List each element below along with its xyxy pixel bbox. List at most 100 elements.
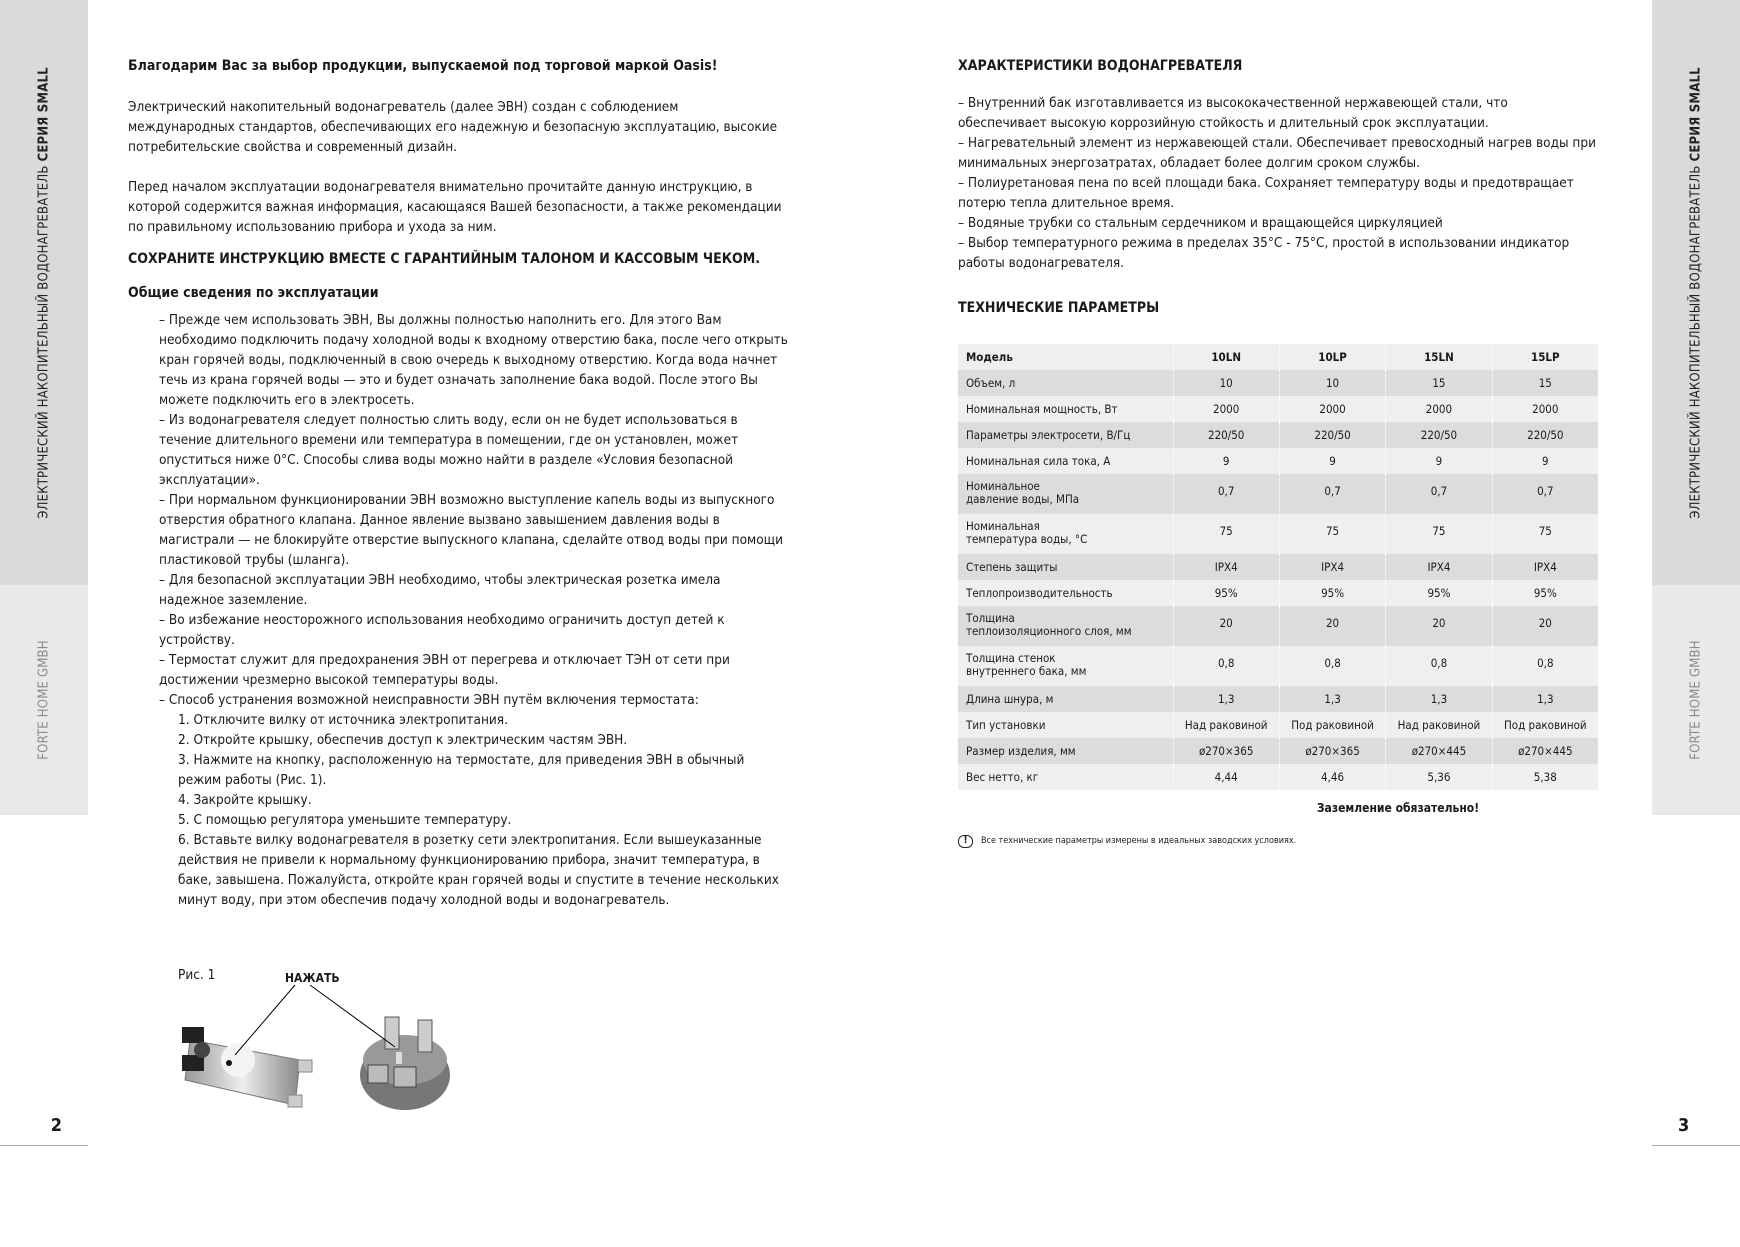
step-item: 5. С помощью регулятора уменьшите темпер… — [178, 812, 512, 828]
table-cell: 95% — [1385, 580, 1493, 606]
table-cell: 20 — [1278, 606, 1386, 646]
features-title: ХАРАКТЕРИСТИКИ ВОДОНАГРЕВАТЕЛЯ — [958, 58, 1243, 74]
table-cell: ø270×445 — [1491, 738, 1598, 764]
table-row: Объем, л 10 10 15 15 — [958, 370, 1598, 396]
row-label: Размер изделия, мм — [966, 744, 1076, 758]
table-cell: 220/50 — [1385, 422, 1493, 448]
feature-item: – Нагревательный элемент из нержавеющей … — [958, 135, 1596, 171]
table-row: Длина шнура, м 1,3 1,3 1,3 1,3 — [958, 686, 1598, 712]
row-label: Длина шнура, м — [966, 692, 1054, 706]
table-row: Толщина теплоизоляционного слоя, мм 20 20 2… — [958, 606, 1598, 646]
general-title: Общие сведения по эксплуатации — [128, 285, 379, 301]
table-cell: 9 — [1491, 448, 1598, 474]
table-cell: 4,46 — [1278, 764, 1386, 790]
save-notice: СОХРАНИТЕ ИНСТРУКЦИЮ ВМЕСТЕ С ГАРАНТИЙНЫ… — [128, 251, 761, 267]
row-label: Объем, л — [966, 376, 1016, 390]
table-row: Параметры электросети, В/Гц 220/50 220/50 2… — [958, 422, 1598, 448]
row-label: Вес нетто, кг — [966, 770, 1039, 784]
row-label: Модель — [966, 350, 1013, 364]
page-number-right: 3 — [1678, 1115, 1690, 1136]
figure-label: Рис. 1 — [178, 967, 216, 983]
list-item: – Термостат служит для предохранения ЭВН… — [159, 652, 730, 688]
table-cell: 0,8 — [1491, 646, 1598, 686]
right-sidebar: ЭЛЕКТРИЧЕСКИЙ НАКОПИТЕЛЬНЫЙ ВОДОНАГРЕВАТ… — [1652, 0, 1740, 815]
company-name: FORTE HOME GMBH — [36, 640, 52, 760]
row-label: Параметры электросети, В/Гц — [966, 428, 1131, 442]
table-cell: 220/50 — [1172, 422, 1280, 448]
table-cell: 0,7 — [1385, 474, 1493, 514]
grounding-warning: Заземление обязательно! — [1316, 801, 1480, 815]
table-cell: 75 — [1278, 514, 1386, 554]
table-cell: 15LN — [1385, 344, 1493, 370]
table-cell: 2000 — [1172, 396, 1280, 422]
row-label: Толщина стенок внутреннего бака, мм — [966, 651, 1087, 678]
table-row: Теплопроизводительность 95% 95% 95% 95% — [958, 580, 1598, 606]
table-cell: 15 — [1385, 370, 1493, 396]
greeting: Благодарим Вас за выбор продукции, выпус… — [128, 58, 718, 74]
left-sidebar: ЭЛЕКТРИЧЕСКИЙ НАКОПИТЕЛЬНЫЙ ВОДОНАГРЕВАТ… — [0, 0, 88, 815]
table-cell: 2000 — [1491, 396, 1598, 422]
table-cell: 1,3 — [1278, 686, 1386, 712]
exclamation-circle-icon: ! — [958, 834, 973, 848]
table-cell: 20 — [1385, 606, 1493, 646]
table-row: Номинальное давление воды, МПа 0,7 0,7 0,7 0… — [958, 474, 1598, 514]
table-cell: 15 — [1491, 370, 1598, 396]
list-item: – Для безопасной эксплуатации ЭВН необхо… — [159, 572, 721, 608]
table-cell: 10 — [1278, 370, 1386, 396]
feature-item: – Полиуретановая пена по всей площади ба… — [958, 175, 1574, 211]
table-cell: 95% — [1278, 580, 1386, 606]
table-cell: Над раковиной — [1385, 712, 1493, 738]
table-cell: 2000 — [1385, 396, 1493, 422]
row-label: Номинальная температура воды, °С — [966, 519, 1088, 546]
intro-paragraph: Перед началом эксплуатации водонагревате… — [128, 179, 782, 235]
row-label: Номинальное давление воды, МПа — [966, 479, 1080, 506]
step-item: 1. Отключите вилку от источника электроп… — [178, 712, 508, 728]
table-row: Номинальная температура воды, °С 75 75 75 75 — [958, 514, 1598, 554]
divider — [0, 1145, 88, 1146]
table-cell: 75 — [1385, 514, 1493, 554]
table-row: Тип установки Над раковиной Под раковиной Н… — [958, 712, 1598, 738]
table-cell: IPX4 — [1491, 554, 1598, 580]
row-label: Теплопроизводительность — [966, 586, 1113, 600]
table-cell: 9 — [1278, 448, 1386, 474]
note: ! Все технические параметры измерены в и… — [958, 831, 1598, 851]
page-number-left: 2 — [50, 1115, 62, 1136]
table-cell: 9 — [1172, 448, 1280, 474]
table-cell: 220/50 — [1278, 422, 1386, 448]
row-label: Толщина теплоизоляционного слоя, мм — [966, 611, 1132, 638]
table-cell: 95% — [1172, 580, 1280, 606]
table-cell: 10LN — [1172, 344, 1280, 370]
table-cell: Под раковиной — [1278, 712, 1386, 738]
table-cell: IPX4 — [1278, 554, 1386, 580]
table-row: Модель 10LN 10LP 15LN 15LP — [958, 344, 1598, 370]
series-title: ЭЛЕКТРИЧЕСКИЙ НАКОПИТЕЛЬНЫЙ ВОДОНАГРЕВАТ… — [36, 66, 52, 519]
table-cell: 5,36 — [1385, 764, 1493, 790]
table-row: Размер изделия, мм ø270×365 ø270×365 ø270×4… — [958, 738, 1598, 764]
table-row: Номинальная мощность, Вт 2000 2000 2000 2000 — [958, 396, 1598, 422]
company-name: FORTE HOME GMBH — [1688, 640, 1704, 760]
table-cell: 1,3 — [1385, 686, 1493, 712]
table-cell: 20 — [1491, 606, 1598, 646]
right-page: ХАРАКТЕРИСТИКИ ВОДОНАГРЕВАТЕЛЯ – Внутрен… — [958, 56, 1598, 851]
feature-item: – Водяные трубки со стальным сердечником… — [958, 215, 1443, 231]
intro-paragraph: Электрический накопительный водонагреват… — [128, 99, 778, 155]
table-row: Степень защиты IPX4 IPX4 IPX4 IPX4 — [958, 554, 1598, 580]
table-cell: 75 — [1172, 514, 1280, 554]
list-item: – Способ устранения возможной неисправно… — [159, 692, 699, 708]
table-cell: 1,3 — [1491, 686, 1598, 712]
table-cell: 0,8 — [1172, 646, 1280, 686]
feature-item: – Выбор температурного режима в пределах… — [958, 235, 1570, 271]
table-row: Толщина стенок внутреннего бака, мм 0,8 0,… — [958, 646, 1598, 686]
spec-table: Модель 10LN 10LP 15LN 15LP Объем, л 10 10 15 15 Но… — [958, 344, 1598, 790]
row-label: Номинальная мощность, Вт — [966, 402, 1118, 416]
table-cell: 4,44 — [1172, 764, 1280, 790]
row-label: Номинальная сила тока, А — [966, 454, 1111, 468]
table-cell: 5,38 — [1491, 764, 1598, 790]
table-cell: ø270×445 — [1385, 738, 1493, 764]
table-cell: 10LP — [1278, 344, 1386, 370]
step-item: 4. Закройте крышку. — [178, 792, 312, 808]
table-cell: 1,3 — [1172, 686, 1280, 712]
features-list: – Внутренний бак изготавливается из высо… — [958, 93, 1598, 273]
step-item: 3. Нажмите на кнопку, расположенную на т… — [178, 752, 745, 788]
